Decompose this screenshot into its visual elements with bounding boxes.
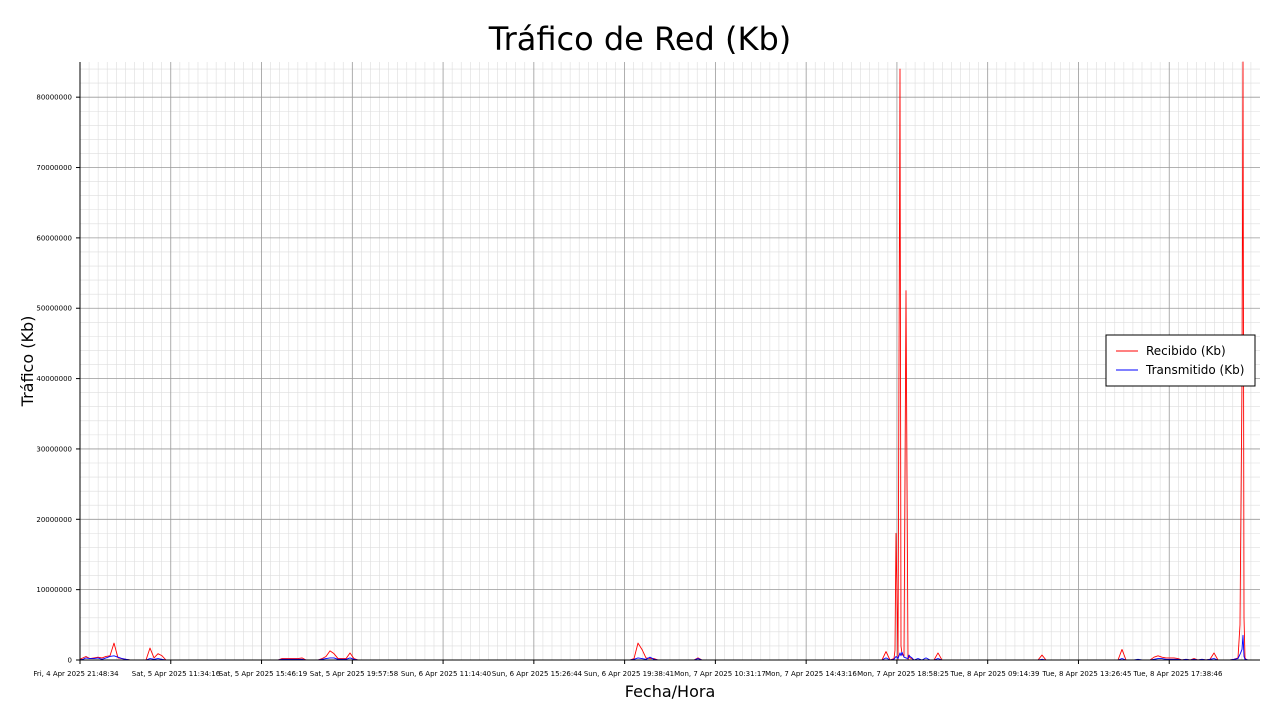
axes: [79, 62, 1260, 661]
x-axis-label: Fecha/Hora: [625, 682, 716, 701]
x-tick-label: Tue, 8 Apr 2025 17:38:46: [1133, 670, 1223, 678]
legend-frame: [1105, 334, 1256, 387]
legend: Recibido (Kb) Transmitido (Kb): [1105, 334, 1256, 387]
x-tick-label: Mon, 7 Apr 2025 18:58:25: [857, 670, 949, 678]
x-tick-label: Tue, 8 Apr 2025 09:14:39: [950, 670, 1040, 678]
chart-title: Tráfico de Red (Kb): [488, 20, 792, 58]
y-tick-label: 40000000: [36, 375, 72, 383]
y-tick-label: 50000000: [36, 305, 72, 313]
x-tick-label: Sat, 5 Apr 2025 11:34:16: [132, 670, 221, 678]
y-tick-label: 70000000: [36, 164, 72, 172]
x-tick-label: Mon, 7 Apr 2025 14:43:16: [765, 670, 857, 678]
x-tick-label: Tue, 8 Apr 2025 13:26:45: [1042, 670, 1132, 678]
minor-grid: [80, 62, 1260, 660]
y-tick-label: 80000000: [36, 94, 72, 102]
major-grid: [80, 62, 1260, 660]
x-tick-label: Sat, 5 Apr 2025 19:57:58: [310, 670, 398, 678]
y-tick-label: 10000000: [36, 586, 72, 594]
y-ticks: 0 10000000 20000000 30000000 40000000 5000000…: [36, 94, 80, 665]
series-line-transmitted: [79, 634, 1252, 661]
y-tick-label: 0: [68, 657, 72, 665]
x-tick-label: Mon, 7 Apr 2025 10:31:17: [674, 670, 766, 678]
y-tick-label: 20000000: [36, 516, 72, 524]
x-tick-label: Sun, 6 Apr 2025 15:26:44: [492, 670, 583, 678]
series-layer: [79, 61, 1252, 661]
x-tick-label: Sun, 6 Apr 2025 11:14:40: [401, 670, 491, 678]
x-ticks: Fri, 4 Apr 2025 21:48:34 Sat, 5 Apr 2025 …: [33, 660, 1223, 678]
legend-label-received: Recibido (Kb): [1146, 344, 1226, 358]
y-tick-label: 30000000: [36, 445, 72, 453]
x-tick-label: Sun, 6 Apr 2025 19:38:41: [584, 670, 674, 678]
series-line-received: [79, 61, 1252, 661]
y-tick-label: 60000000: [36, 234, 72, 242]
legend-label-transmitted: Transmitido (Kb): [1145, 363, 1244, 377]
y-axis-label: Tráfico (Kb): [18, 316, 37, 408]
x-tick-label: Sat, 5 Apr 2025 15:46:19: [219, 670, 307, 678]
x-tick-label: Fri, 4 Apr 2025 21:48:34: [33, 670, 119, 678]
